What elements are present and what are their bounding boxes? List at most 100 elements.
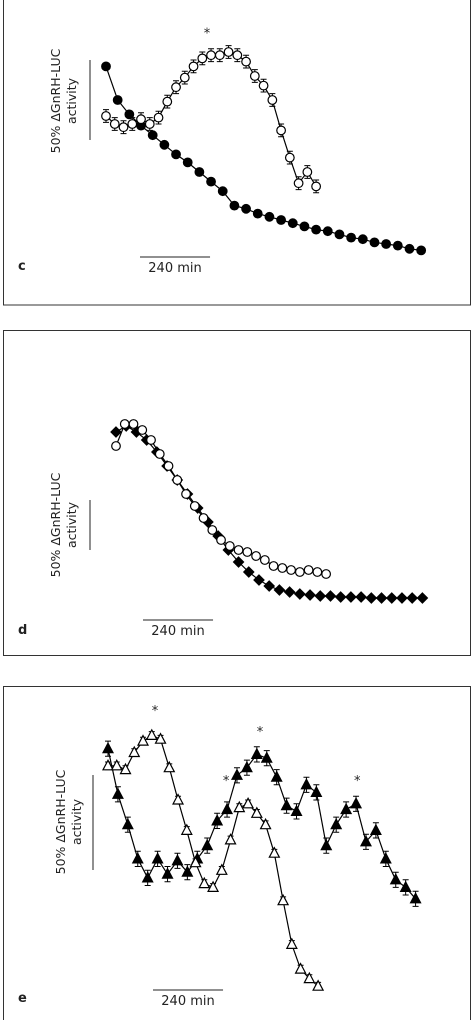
- point: [216, 535, 226, 545]
- point: [285, 937, 298, 950]
- point: [194, 167, 205, 177]
- panel-frame: [3, 686, 471, 1020]
- point: [268, 846, 281, 858]
- point: [119, 762, 132, 775]
- point: [396, 592, 408, 604]
- series-line: [115, 423, 327, 575]
- point: [276, 215, 286, 225]
- point: [223, 47, 234, 57]
- point: [259, 817, 272, 830]
- point: [357, 234, 368, 245]
- point: [151, 852, 164, 864]
- point: [320, 838, 333, 851]
- point: [242, 547, 253, 557]
- point: [259, 555, 270, 565]
- point: [240, 760, 253, 773]
- point: [128, 745, 141, 758]
- point: [145, 728, 158, 741]
- point: [110, 426, 122, 438]
- point: [416, 592, 429, 604]
- point: [217, 186, 228, 197]
- point: [109, 119, 120, 129]
- point: [111, 441, 121, 451]
- point: [233, 800, 246, 813]
- point: [128, 419, 139, 429]
- point: [188, 61, 199, 72]
- point: [385, 592, 398, 604]
- point: [321, 569, 332, 579]
- point: [406, 592, 419, 604]
- point: [302, 167, 313, 177]
- point: [154, 449, 165, 459]
- point: [171, 82, 181, 93]
- annotation: *: [152, 704, 159, 719]
- point: [334, 229, 345, 240]
- point: [233, 545, 244, 555]
- point: [137, 734, 150, 746]
- point: [294, 567, 305, 577]
- point: [416, 245, 427, 256]
- point: [241, 56, 251, 67]
- point: [375, 592, 388, 604]
- point: [144, 119, 155, 129]
- point: [230, 768, 243, 780]
- x-scale-label: 240 min: [148, 261, 201, 276]
- panel-frame: [3, 330, 471, 656]
- panel-frame: [3, 0, 471, 306]
- point: [270, 770, 283, 782]
- point: [369, 823, 382, 836]
- point: [324, 590, 337, 602]
- point: [334, 591, 347, 603]
- point: [102, 759, 114, 771]
- annotation: *: [223, 774, 230, 789]
- point: [277, 563, 288, 573]
- point: [224, 541, 235, 551]
- y-scale-label: 50% ΔGnRH-LUC activity: [48, 48, 79, 154]
- point: [293, 178, 304, 189]
- point: [118, 122, 129, 133]
- point: [276, 125, 286, 136]
- point: [181, 865, 194, 877]
- point: [300, 778, 313, 790]
- series-line: [105, 66, 422, 251]
- panel-label: c: [18, 259, 26, 274]
- point: [304, 589, 316, 601]
- point: [303, 565, 314, 575]
- point: [251, 551, 261, 561]
- point: [206, 50, 216, 61]
- point: [242, 797, 255, 809]
- point: [197, 53, 208, 64]
- annotation: *: [257, 725, 264, 740]
- point: [137, 425, 148, 435]
- point: [119, 419, 130, 429]
- point: [147, 130, 158, 141]
- point: [180, 823, 193, 836]
- y-scale-label: 50% ΔGnRH-LUC activity: [53, 769, 84, 875]
- point: [102, 741, 114, 754]
- point: [172, 793, 185, 805]
- point: [310, 785, 323, 798]
- point: [179, 72, 190, 83]
- point: [379, 852, 392, 864]
- point: [250, 806, 263, 818]
- point: [355, 591, 367, 603]
- point: [392, 240, 403, 251]
- series-line: [107, 748, 417, 900]
- point: [163, 760, 176, 773]
- point: [124, 109, 135, 120]
- point: [365, 592, 378, 604]
- panel-label: e: [18, 991, 27, 1006]
- point: [311, 181, 322, 192]
- point: [201, 838, 214, 851]
- point: [181, 489, 191, 499]
- point: [101, 61, 111, 72]
- point: [171, 854, 184, 866]
- point: [277, 893, 290, 906]
- x-scale-label: 240 min: [161, 994, 214, 1009]
- point: [314, 590, 327, 602]
- point: [263, 580, 276, 592]
- point: [131, 852, 144, 864]
- point: [260, 751, 273, 763]
